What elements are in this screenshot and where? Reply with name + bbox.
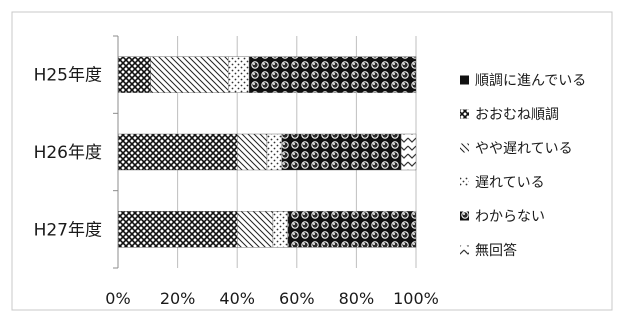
bar-segment: [400, 133, 417, 171]
legend-swatch: [460, 143, 469, 153]
legend-swatch: [460, 109, 469, 119]
bar-segment: [248, 56, 417, 93]
legend-swatch: [460, 177, 469, 187]
x-tick-label: 40%: [219, 289, 255, 308]
legend-swatch: [460, 75, 469, 85]
bar-segment: [236, 211, 274, 248]
chart-area-border: [11, 11, 613, 311]
bar-segment: [117, 56, 151, 93]
category-label: H25年度: [34, 66, 102, 86]
legend-swatch: [460, 245, 469, 255]
bar-segment: [272, 211, 289, 248]
x-tick-label: 100%: [393, 289, 439, 308]
legend-label: 無回答: [475, 242, 517, 259]
x-tick-label: 0%: [105, 289, 130, 308]
category-label: H27年度: [34, 220, 102, 240]
x-tick-label: 80%: [339, 289, 375, 308]
legend-label: 順調に進んでいる: [475, 73, 586, 89]
bar-segment: [117, 211, 238, 248]
bar-segment: [281, 133, 402, 171]
legend-swatch: [460, 211, 469, 221]
bar-segment: [228, 56, 250, 93]
legend-label: わからない: [475, 209, 545, 225]
legend-label: 遅れている: [475, 175, 545, 191]
bar-segment: [287, 211, 417, 248]
bars: [117, 56, 417, 248]
axes: 0% 20% 40% 60% 80% 100% H25年度 H26年度 H27年度: [34, 35, 439, 308]
legend-label: おおむね順調: [475, 107, 559, 123]
x-tick-label: 20%: [160, 289, 196, 308]
bar-segment: [266, 133, 283, 171]
x-tick-label: 60%: [279, 289, 315, 308]
category-label: H26年度: [34, 143, 102, 163]
bar-segment: [236, 133, 268, 171]
bar-segment: [150, 56, 229, 93]
legend-label: やや遅れている: [475, 141, 573, 157]
bar-segment: [117, 133, 238, 171]
